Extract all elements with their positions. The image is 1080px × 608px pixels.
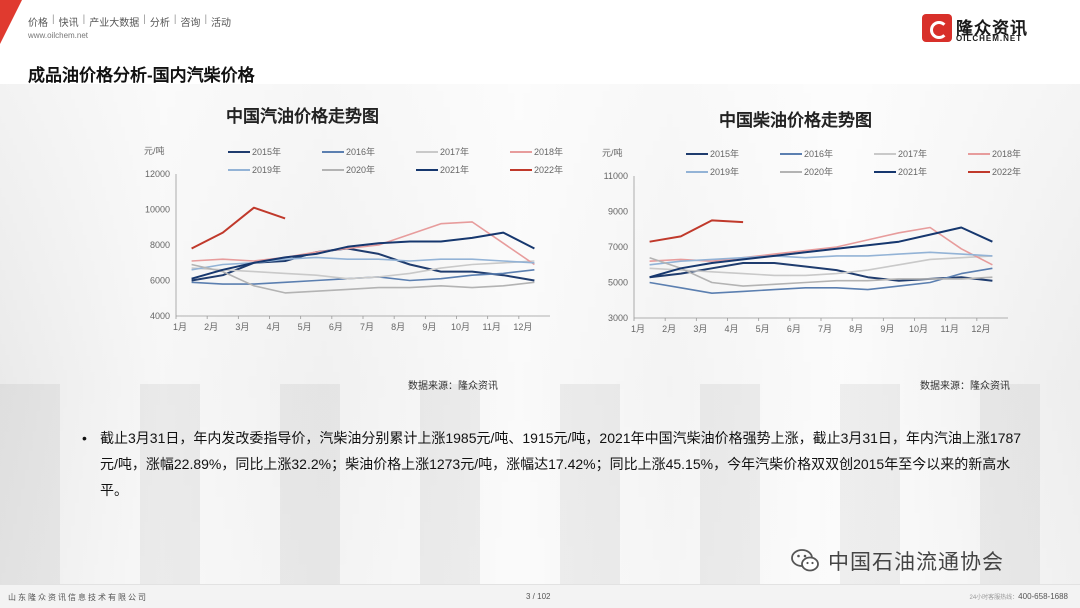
diesel-price-chart: 元/吨 3000 5000 7000 9000 11000 1月 2月 3月 4月 5月 6月 7月 8月… (602, 147, 1021, 334)
x-tick-label: 4月 (266, 322, 280, 332)
series-line-2018 (191, 221, 535, 266)
left-chart-title: 中国汽油价格走势图 (226, 107, 379, 127)
bullet-dot-icon: • (82, 430, 87, 446)
legend-label: 2017年 (440, 146, 469, 157)
y-tick-label: 12000 (145, 169, 170, 179)
series-line-2021 (191, 231, 535, 280)
wechat-account-name: 中国石油流通协会 (828, 551, 1004, 574)
analysis-text: 截止3月31日，年内发改委指导价，汽柴油分别累计上涨1985元/吨、1915元/… (100, 430, 1022, 498)
red-corner-accent (0, 0, 22, 44)
series-line-2022 (649, 219, 744, 243)
hotline-label: 24小时客服热线： (969, 595, 1019, 601)
y-tick-label: 7000 (608, 242, 628, 252)
legend-label: 2018年 (534, 146, 563, 157)
x-tick-label: 10月 (451, 322, 470, 332)
company-logo: 隆众资讯 OILCHEM.NET (922, 14, 1047, 44)
y-tick-label: 6000 (150, 276, 170, 286)
source-right: 数据来源：隆众资讯 (920, 381, 1010, 392)
legend-label: 2019年 (252, 164, 281, 175)
wechat-icon (791, 549, 819, 572)
footer-company: 山东隆众资讯信息技术有限公司 (8, 593, 148, 602)
x-tick-label: 9月 (880, 324, 894, 334)
x-tick-label: 11月 (482, 322, 500, 332)
top-nav: 价格 | 快讯 | 产业大数据 | 分析 | 咨询 | 活动 (28, 14, 232, 29)
series-line-2020 (649, 256, 993, 287)
x-tick-label: 2月 (662, 324, 676, 334)
y-tick-label: 8000 (150, 240, 170, 250)
legend-label: 2022年 (992, 166, 1021, 177)
page-title: 成品油价格分析-国内汽柴价格 (28, 66, 255, 85)
x-tick-label: 3月 (235, 322, 249, 332)
series-line-2022 (191, 206, 286, 250)
footer-hotline: 24小时客服热线：400-658-1688 (969, 592, 1068, 601)
y-tick-label: 5000 (608, 278, 628, 288)
x-tick-label: 1月 (173, 322, 187, 332)
site-url[interactable]: www.oilchem.net (28, 31, 89, 40)
series-line-2020 (191, 263, 535, 294)
logo-en: OILCHEM.NET (956, 34, 1023, 43)
legend-label: 2019年 (710, 166, 739, 177)
source-left: 数据来源：隆众资讯 (408, 381, 498, 392)
logo-mark-icon (922, 14, 952, 42)
series-line-2021 (649, 226, 993, 279)
gasoline-price-chart: 元/吨 4000 6000 8000 10000 12000 1月 2月 3月 4月 5月 6月 7月 8… (144, 145, 563, 332)
legend-label: 2020年 (346, 164, 375, 175)
x-tick-label: 3月 (693, 324, 707, 334)
x-tick-label: 4月 (724, 324, 738, 334)
page-number: 3 / 102 (526, 592, 551, 601)
series-line-2016 (649, 267, 993, 294)
legend-label: 2021年 (440, 164, 469, 175)
y-tick-label: 10000 (145, 205, 170, 215)
legend-label: 2018年 (992, 148, 1021, 159)
background-photo (0, 84, 1080, 584)
x-tick-label: 5月 (298, 322, 312, 332)
legend-label: 2015年 (252, 146, 281, 157)
x-tick-label: 2月 (204, 322, 218, 332)
x-tick-label: 12月 (971, 324, 990, 334)
x-tick-label: 11月 (940, 324, 958, 334)
x-tick-label: 6月 (329, 322, 343, 332)
series-line-2018 (649, 226, 993, 266)
legend-label: 2016年 (804, 148, 833, 159)
x-tick-label: 8月 (391, 322, 405, 332)
series-line-2017 (649, 255, 993, 277)
right-chart-title: 中国柴油价格走势图 (719, 111, 872, 131)
series-line-2017 (191, 260, 535, 280)
x-tick-label: 10月 (909, 324, 928, 334)
wechat-watermark: 中国石油流通协会 (790, 544, 1004, 578)
x-tick-label: 6月 (787, 324, 801, 334)
legend-label: 2022年 (534, 164, 563, 175)
legend-label: 2017年 (898, 148, 927, 159)
logo-cn: 隆众资讯 (956, 19, 1028, 38)
hotline-number: 400-658-1688 (1018, 592, 1068, 601)
y-tick-label: 9000 (608, 207, 628, 217)
nav-item[interactable]: 分析 (149, 18, 170, 29)
x-tick-label: 12月 (513, 322, 532, 332)
nav-item[interactable]: 产业大数据 (89, 18, 140, 29)
nav-item[interactable]: 活动 (211, 18, 232, 29)
x-tick-label: 9月 (422, 322, 436, 332)
nav-item[interactable]: 咨询 (180, 18, 201, 29)
x-tick-label: 8月 (849, 324, 863, 334)
analysis-bullet: • 截止3月31日，年内发改委指导价，汽柴油分别累计上涨1985元/吨、1915… (82, 425, 1030, 503)
y-tick-label: 4000 (150, 311, 170, 321)
y-tick-label: 3000 (608, 313, 628, 323)
y-axis-label: 元/吨 (144, 145, 165, 156)
legend-label: 2016年 (346, 146, 375, 157)
series-line-2019 (649, 251, 993, 266)
x-tick-label: 7月 (360, 322, 374, 332)
x-tick-label: 7月 (818, 324, 832, 334)
legend-label: 2021年 (898, 166, 927, 177)
legend-label: 2020年 (804, 166, 833, 177)
x-tick-label: 5月 (756, 324, 770, 334)
y-tick-label: 11000 (604, 171, 628, 181)
x-tick-label: 1月 (631, 324, 645, 334)
nav-item[interactable]: 价格 (28, 18, 48, 29)
nav-item[interactable]: 快讯 (58, 18, 79, 29)
footer: 山东隆众资讯信息技术有限公司 3 / 102 24小时客服热线：400-658-… (0, 584, 1080, 608)
y-axis-label: 元/吨 (602, 147, 623, 158)
legend-label: 2015年 (710, 148, 739, 159)
